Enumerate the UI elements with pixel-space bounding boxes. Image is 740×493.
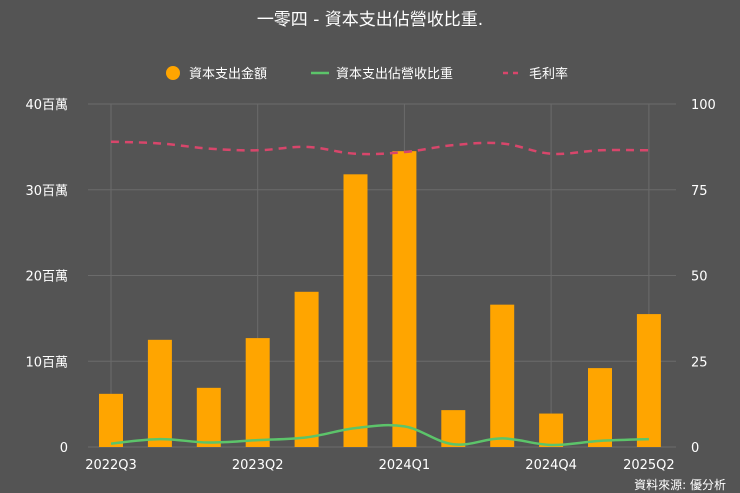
chart-title: 一零四 - 資本支出佔營收比重. xyxy=(257,10,483,30)
x-tick-label: 2022Q3 xyxy=(85,458,137,473)
bar xyxy=(343,174,368,447)
y-left-tick-label: 0 xyxy=(60,441,68,456)
left-axis-ticks: 0 10百萬 20百萬 30百萬 40百萬 xyxy=(25,98,68,456)
source-label: 資料來源: 優分析 xyxy=(634,478,726,492)
bar xyxy=(588,368,612,447)
legend-label-ratio: 資本支出佔營收比重 xyxy=(336,66,453,82)
y-right-tick-label: 25 xyxy=(691,355,708,370)
bar xyxy=(245,338,270,447)
bar xyxy=(539,413,564,447)
y-right-tick-label: 50 xyxy=(691,270,708,285)
gridlines xyxy=(88,103,676,448)
y-left-tick-label: 20百萬 xyxy=(25,270,68,285)
right-axis-ticks: 0 25 50 75 100 xyxy=(691,98,716,456)
x-tick-label: 2024Q4 xyxy=(525,458,577,473)
bar xyxy=(441,410,466,447)
bar xyxy=(196,387,221,447)
legend-bar-marker xyxy=(166,66,180,80)
y-right-tick-label: 0 xyxy=(691,441,699,456)
bar xyxy=(490,304,515,447)
bar xyxy=(147,339,172,447)
bar xyxy=(294,291,319,447)
bar-series xyxy=(99,151,661,447)
line-series xyxy=(110,140,649,447)
legend-label-capex: 資本支出金額 xyxy=(189,66,267,82)
y-left-tick-label: 30百萬 xyxy=(25,184,68,199)
x-tick-label: 2024Q1 xyxy=(379,458,431,473)
x-tick-label: 2025Q2 xyxy=(623,458,675,473)
y-right-tick-label: 75 xyxy=(691,184,708,199)
bar xyxy=(392,151,417,447)
bar xyxy=(636,314,661,447)
x-axis-ticks: 2022Q3 2023Q2 2024Q1 2024Q4 2025Q2 xyxy=(85,458,674,473)
legend: 資本支出金額 資本支出佔營收比重 毛利率 xyxy=(166,66,568,82)
bar xyxy=(99,393,123,447)
legend-label-margin: 毛利率 xyxy=(529,66,568,82)
x-tick-label: 2023Q2 xyxy=(232,458,284,473)
y-right-tick-label: 100 xyxy=(691,98,716,113)
ratio-line xyxy=(110,423,649,447)
y-left-tick-label: 40百萬 xyxy=(25,98,68,113)
margin-line xyxy=(110,140,649,156)
y-left-tick-label: 10百萬 xyxy=(25,355,68,370)
